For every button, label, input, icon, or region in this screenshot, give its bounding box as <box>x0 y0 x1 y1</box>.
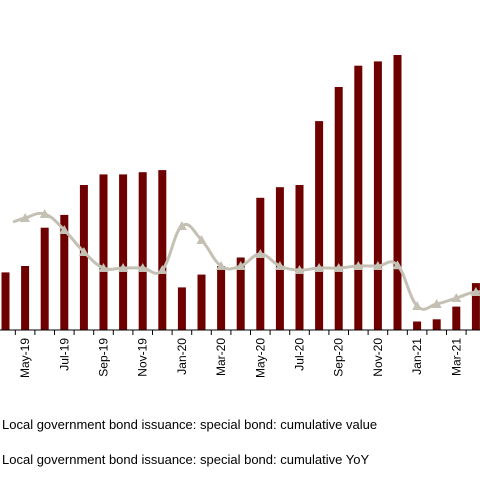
x-tick-label: May-19 <box>18 338 32 378</box>
legend: Local government bond issuance: special … <box>2 417 377 467</box>
yoy-point-Jan-20 <box>176 221 187 230</box>
yoy-point-May-19 <box>20 213 31 222</box>
yoy-point-Apr-21 <box>470 287 480 296</box>
bar-Dec-20 <box>393 55 402 330</box>
yoy-point-Jul-20 <box>294 265 305 274</box>
bar-Aug-19 <box>79 185 88 330</box>
bar-May-19 <box>21 266 30 330</box>
bar-Sep-20 <box>334 87 343 330</box>
yoy-point-May-20 <box>255 249 266 258</box>
bar-Jan-20 <box>177 287 186 330</box>
bar-Feb-20 <box>197 274 206 330</box>
bar-Oct-19 <box>119 174 128 330</box>
yoy-point-Jan-21 <box>412 301 423 310</box>
x-tick-label: Mar-20 <box>214 338 228 376</box>
bar-Sep-19 <box>99 174 108 330</box>
yoy-point-Oct-19 <box>118 263 129 272</box>
bar-Feb-21 <box>432 319 441 330</box>
bar-Apr-21 <box>471 283 480 330</box>
line-series <box>12 209 480 311</box>
bar-Apr-20 <box>236 257 245 330</box>
yoy-point-Jun-20 <box>274 261 285 270</box>
bar-Jul-19 <box>60 214 69 330</box>
yoy-point-Jul-19 <box>59 225 70 234</box>
yoy-point-Nov-20 <box>372 261 383 270</box>
yoy-point-Apr-20 <box>235 261 246 270</box>
bar-Oct-20 <box>354 65 363 330</box>
x-tick-label: Sep-20 <box>332 338 346 377</box>
x-tick-label: Sep-19 <box>97 338 111 377</box>
yoy-point-Oct-20 <box>353 261 364 270</box>
bar-Nov-19 <box>138 172 147 330</box>
yoy-point-Feb-21 <box>431 299 442 308</box>
bar-Jun-20 <box>275 187 284 330</box>
yoy-point-Sep-20 <box>333 263 344 272</box>
bar-Jul-20 <box>295 185 304 330</box>
yoy-point-Dec-19 <box>157 265 168 274</box>
x-tick-label: Nov-20 <box>371 338 385 377</box>
bar-May-20 <box>256 197 265 330</box>
x-tick-label: Jul-19 <box>57 338 71 371</box>
x-tick-label: May-20 <box>253 338 267 378</box>
bar-Nov-20 <box>373 61 382 331</box>
yoy-point-Feb-20 <box>196 235 207 244</box>
bar-Jan-21 <box>413 321 422 330</box>
x-tick-label: Mar-21 <box>449 338 463 376</box>
bar-Jun-19 <box>40 227 49 330</box>
x-tick-label: Jan-20 <box>175 338 189 375</box>
yoy-point-Aug-19 <box>78 247 89 256</box>
bar-Dec-19 <box>158 170 167 330</box>
x-tick-label: Jul-20 <box>293 338 307 371</box>
bar-Mar-21 <box>452 306 461 330</box>
yoy-point-Mar-21 <box>451 293 462 302</box>
bar-Mar-20 <box>217 266 226 330</box>
yoy-point-Sep-19 <box>98 263 109 272</box>
bar-series <box>1 55 480 331</box>
yoy-point-Nov-19 <box>137 263 148 272</box>
x-axis: May-19 Jul-19 Sep-19 Nov-19 Jan-20 Mar-20 May-… <box>0 329 480 378</box>
yoy-point-Aug-20 <box>314 263 325 272</box>
yoy-point-Mar-20 <box>216 261 227 270</box>
legend-label-cumulative-value: Local government bond issuance: special … <box>2 417 377 432</box>
legend-label-cumulative-yoy: Local government bond issuance: special … <box>2 452 369 467</box>
x-tick-label: Jan-21 <box>410 338 424 375</box>
yoy-point-Jun-19 <box>39 209 50 218</box>
x-tick-label: Nov-19 <box>136 338 150 377</box>
yoy-point-Dec-20 <box>392 260 403 270</box>
bar-Apr-19 <box>1 272 10 330</box>
bar-Aug-20 <box>315 121 324 330</box>
